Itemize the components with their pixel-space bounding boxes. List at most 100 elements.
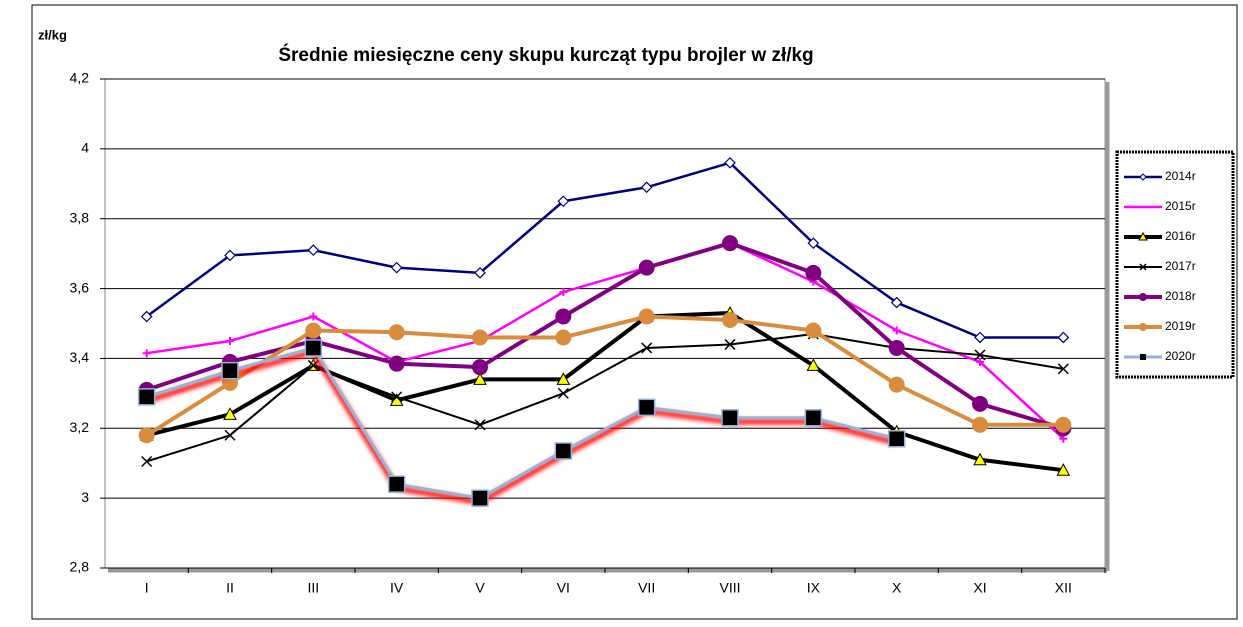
- point: [722, 312, 738, 329]
- x-tick-label: IX: [807, 580, 821, 596]
- point: [641, 342, 653, 354]
- point: [807, 237, 820, 250]
- point: [972, 395, 988, 412]
- point: [554, 442, 573, 460]
- point: [638, 308, 655, 325]
- line: [146, 241, 1064, 431]
- legend-box: [1115, 150, 1235, 379]
- point: [473, 372, 487, 385]
- series: [140, 156, 1070, 344]
- point: [472, 359, 488, 376]
- point: [1057, 363, 1069, 375]
- legend-marker: [1139, 173, 1147, 181]
- point: [974, 349, 986, 361]
- legend-label: 2014r: [1165, 169, 1196, 183]
- point: [974, 331, 986, 344]
- legend-label: 2020r: [1165, 349, 1196, 363]
- point: [972, 416, 988, 433]
- point: [805, 264, 822, 281]
- point: [471, 489, 489, 507]
- point: [388, 355, 405, 372]
- point: [724, 156, 736, 169]
- legend-label: 2019r: [1165, 319, 1196, 333]
- point: [559, 288, 568, 297]
- point: [890, 296, 903, 309]
- point: [638, 259, 655, 276]
- point: [892, 326, 901, 335]
- line: [145, 161, 1064, 339]
- point: [309, 312, 318, 321]
- point: [555, 308, 572, 325]
- x-tick-label: IV: [390, 580, 404, 596]
- legend-marker: [1139, 323, 1147, 331]
- point: [640, 181, 653, 194]
- x-tick-label: XI: [973, 580, 986, 596]
- line: [146, 241, 1065, 440]
- point: [724, 338, 736, 350]
- legend-marker: [1139, 263, 1147, 271]
- y-tick-label: 2,8: [70, 559, 90, 575]
- point: [1057, 331, 1070, 344]
- point: [142, 349, 151, 358]
- point: [138, 427, 155, 444]
- y-tick-label: 3,4: [70, 349, 90, 365]
- x-tick-label: XII: [1055, 580, 1072, 596]
- legend-marker: [1140, 354, 1146, 360]
- y-unit: zł/kg: [38, 27, 67, 42]
- y-tick-label: 3,2: [70, 419, 90, 435]
- point: [721, 409, 739, 427]
- legend-marker: [1138, 231, 1148, 241]
- x-tick-label: V: [475, 580, 485, 596]
- point: [804, 409, 823, 427]
- x-tick-label: II: [226, 580, 234, 596]
- point: [305, 322, 322, 339]
- point: [555, 329, 572, 346]
- chart-title: Średnie miesięczne ceny skupu kurcząt ty…: [278, 44, 813, 66]
- point: [887, 430, 906, 448]
- point: [722, 235, 738, 252]
- y-tick-label: 4,2: [70, 70, 90, 86]
- point: [556, 372, 571, 385]
- y-tick-label: 3,6: [70, 279, 90, 295]
- point: [304, 339, 323, 357]
- point: [637, 398, 656, 417]
- point: [387, 475, 406, 493]
- y-tick-label: 4: [81, 140, 89, 156]
- point: [557, 195, 570, 208]
- point: [1055, 416, 1072, 433]
- point: [973, 452, 987, 466]
- point: [474, 419, 486, 431]
- point: [472, 329, 488, 346]
- point: [141, 455, 153, 467]
- legend-label: 2018r: [1165, 289, 1196, 303]
- point: [137, 388, 156, 406]
- point: [474, 267, 486, 279]
- legend-marker: [1139, 293, 1147, 301]
- y-tick-label: 3,8: [70, 209, 90, 225]
- point: [224, 429, 236, 441]
- point: [221, 361, 239, 380]
- point: [388, 324, 405, 341]
- point: [1056, 463, 1071, 476]
- series: [138, 308, 1072, 444]
- line: [145, 314, 1064, 437]
- point: [224, 249, 236, 262]
- point: [390, 261, 403, 274]
- line-glow: [145, 349, 898, 505]
- x-tick-label: X: [892, 580, 902, 596]
- y-tick-label: 3: [81, 489, 89, 505]
- x-tick-label: III: [307, 580, 319, 596]
- series: [137, 339, 906, 507]
- point: [888, 376, 905, 393]
- point: [888, 339, 905, 356]
- line: [146, 311, 1064, 473]
- point: [557, 387, 569, 399]
- point: [976, 357, 984, 366]
- point: [391, 391, 403, 403]
- point: [140, 310, 153, 323]
- point: [223, 407, 237, 420]
- x-tick-label: I: [145, 580, 149, 596]
- line: [146, 346, 898, 500]
- point: [806, 358, 821, 371]
